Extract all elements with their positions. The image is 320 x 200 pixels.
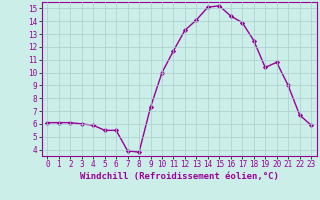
X-axis label: Windchill (Refroidissement éolien,°C): Windchill (Refroidissement éolien,°C)	[80, 172, 279, 181]
